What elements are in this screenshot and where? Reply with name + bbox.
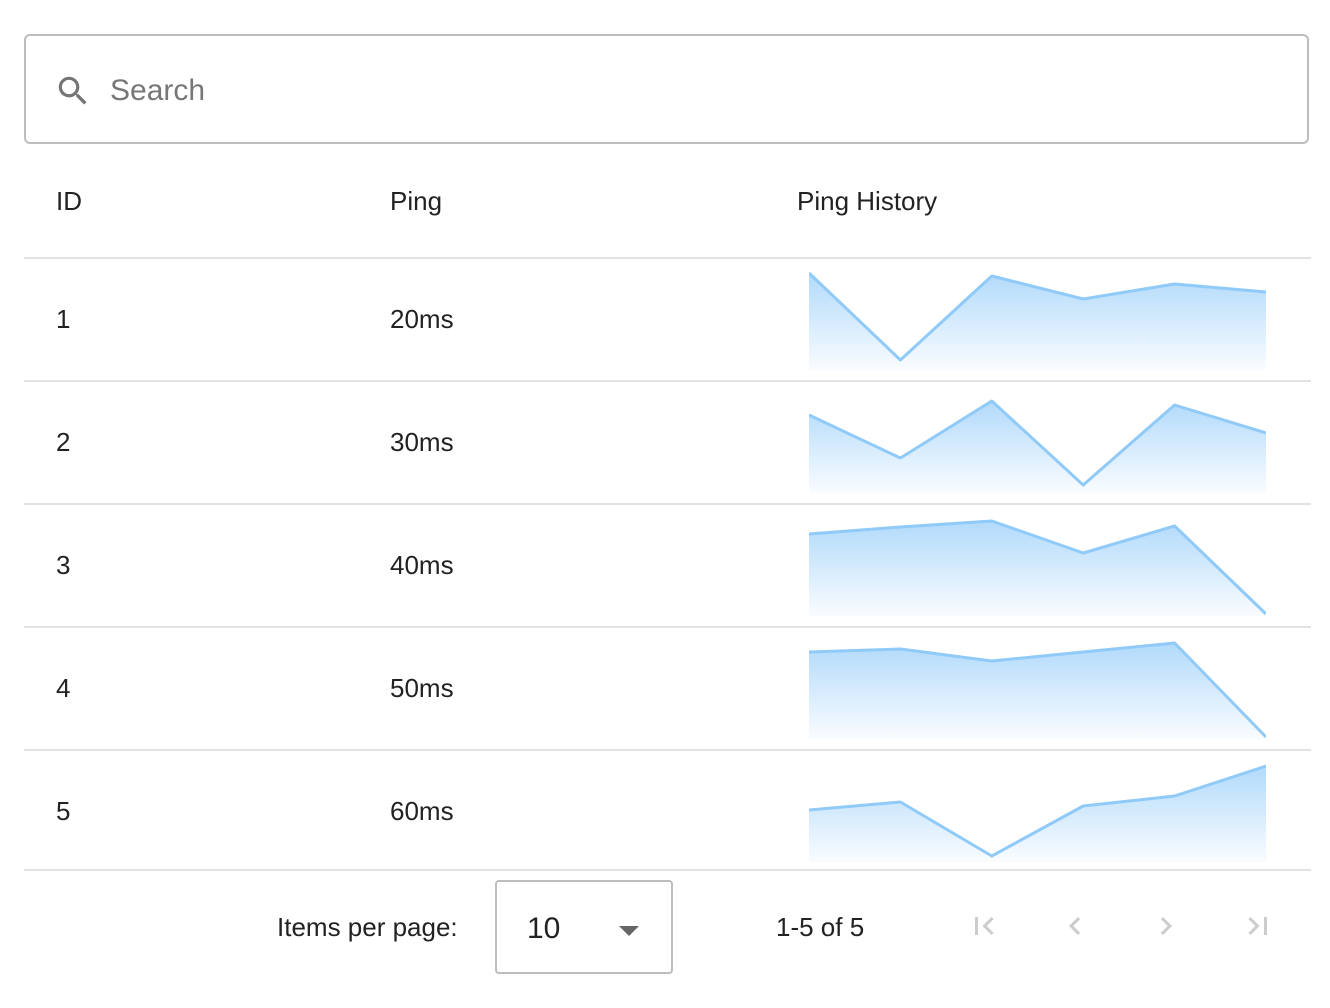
sparkline-area bbox=[809, 766, 1266, 862]
sparkline-area bbox=[809, 521, 1266, 616]
cell-id: 5 bbox=[56, 796, 71, 826]
search-field[interactable] bbox=[24, 34, 1309, 144]
table-row[interactable]: 4 50ms bbox=[24, 627, 1311, 749]
table-row[interactable]: 3 40ms bbox=[24, 504, 1311, 626]
row-divider bbox=[24, 503, 1311, 505]
search-icon bbox=[58, 76, 87, 105]
row-divider bbox=[24, 626, 1311, 628]
sparkline-area bbox=[809, 401, 1266, 493]
ping-history-sparkline bbox=[809, 519, 1266, 616]
table-row[interactable]: 1 20ms bbox=[24, 258, 1311, 380]
table-row[interactable]: 2 30ms bbox=[24, 381, 1311, 503]
cell-ping: 50ms bbox=[390, 673, 454, 703]
row-divider bbox=[24, 869, 1311, 871]
sparkline-line bbox=[809, 399, 1266, 487]
ping-history-sparkline bbox=[809, 641, 1266, 739]
ping-history-sparkline bbox=[809, 764, 1266, 862]
last-page-icon[interactable] bbox=[1240, 908, 1276, 944]
dropdown-caret-icon bbox=[619, 926, 639, 936]
ping-history-sparkline bbox=[809, 399, 1266, 493]
sparkline-line bbox=[809, 641, 1266, 739]
sparkline-area bbox=[809, 643, 1266, 739]
row-divider bbox=[24, 380, 1311, 382]
row-divider bbox=[24, 749, 1311, 751]
first-page-icon[interactable] bbox=[966, 908, 1002, 944]
sparkline-area bbox=[809, 273, 1266, 370]
items-per-page-label: Items per page: bbox=[277, 912, 458, 942]
search-input[interactable] bbox=[108, 66, 1262, 116]
table-row[interactable]: 5 60ms bbox=[24, 750, 1311, 872]
cell-ping: 20ms bbox=[390, 304, 454, 334]
cell-ping: 30ms bbox=[390, 427, 454, 457]
items-per-page-select[interactable]: 10 bbox=[495, 880, 673, 974]
sparkline-line bbox=[809, 271, 1266, 362]
cell-id: 4 bbox=[56, 673, 71, 703]
page-range: 1-5 of 5 bbox=[776, 912, 865, 942]
cell-id: 3 bbox=[56, 550, 71, 580]
chevron-left-icon[interactable] bbox=[1057, 908, 1093, 944]
chevron-right-icon[interactable] bbox=[1148, 908, 1184, 944]
sparkline-line bbox=[809, 519, 1266, 616]
sparkline-line bbox=[809, 764, 1266, 858]
cell-ping: 40ms bbox=[390, 550, 454, 580]
ping-history-sparkline bbox=[809, 271, 1266, 370]
items-per-page-value: 10 bbox=[527, 912, 561, 945]
cell-id: 1 bbox=[56, 304, 71, 334]
column-header-ping-history: Ping History bbox=[797, 186, 938, 216]
column-header-ping: Ping bbox=[390, 186, 443, 216]
cell-id: 2 bbox=[56, 427, 71, 457]
row-divider bbox=[24, 257, 1311, 259]
column-header-id: ID bbox=[56, 186, 82, 216]
cell-ping: 60ms bbox=[390, 796, 454, 826]
